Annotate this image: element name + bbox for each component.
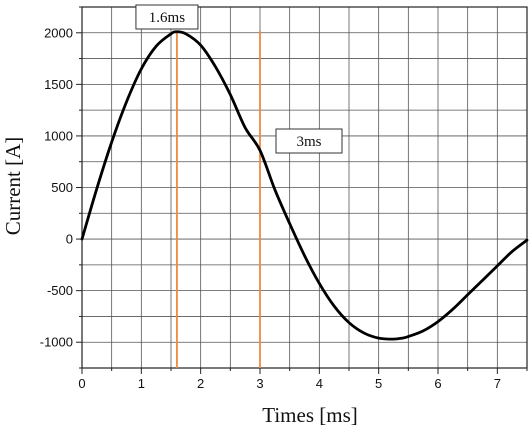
y-tick-label: -1000 (40, 335, 73, 350)
axis-ticks (76, 6, 528, 374)
y-tick-label: 1000 (44, 128, 73, 143)
y-tick-label: 2000 (44, 25, 73, 40)
annotation-label: 1.6ms (149, 10, 185, 26)
x-tick-label: 1 (138, 376, 145, 391)
x-tick-label: 2 (197, 376, 204, 391)
time-markers (176, 30, 261, 368)
x-tick-label: 5 (375, 376, 382, 391)
x-tick-label: 6 (434, 376, 441, 391)
y-axis-label: Current [A] (1, 137, 25, 236)
x-axis-label: Times [ms] (262, 403, 358, 427)
y-tick-labels: -1000 -500 0 500 1000 1500 2000 (40, 25, 73, 349)
y-tick-label: 0 (66, 232, 73, 247)
x-tick-label: 7 (494, 376, 501, 391)
series-layer (80, 30, 529, 341)
annotation-box (275, 128, 343, 154)
x-tick-label: 0 (78, 376, 85, 391)
y-tick-label: 1500 (44, 77, 73, 92)
annotation-box (135, 4, 199, 30)
x-tick-labels: 0 1 2 3 4 5 6 7 (78, 376, 501, 391)
current-curve (80, 30, 529, 341)
y-tick-label: -500 (47, 283, 73, 298)
annotations: 1.6ms 3ms (135, 4, 343, 154)
x-tick-label: 3 (256, 376, 263, 391)
y-tick-label: 500 (51, 180, 73, 195)
x-tick-label: 4 (316, 376, 323, 391)
annotation-label: 3ms (296, 134, 321, 150)
grid (82, 7, 527, 368)
